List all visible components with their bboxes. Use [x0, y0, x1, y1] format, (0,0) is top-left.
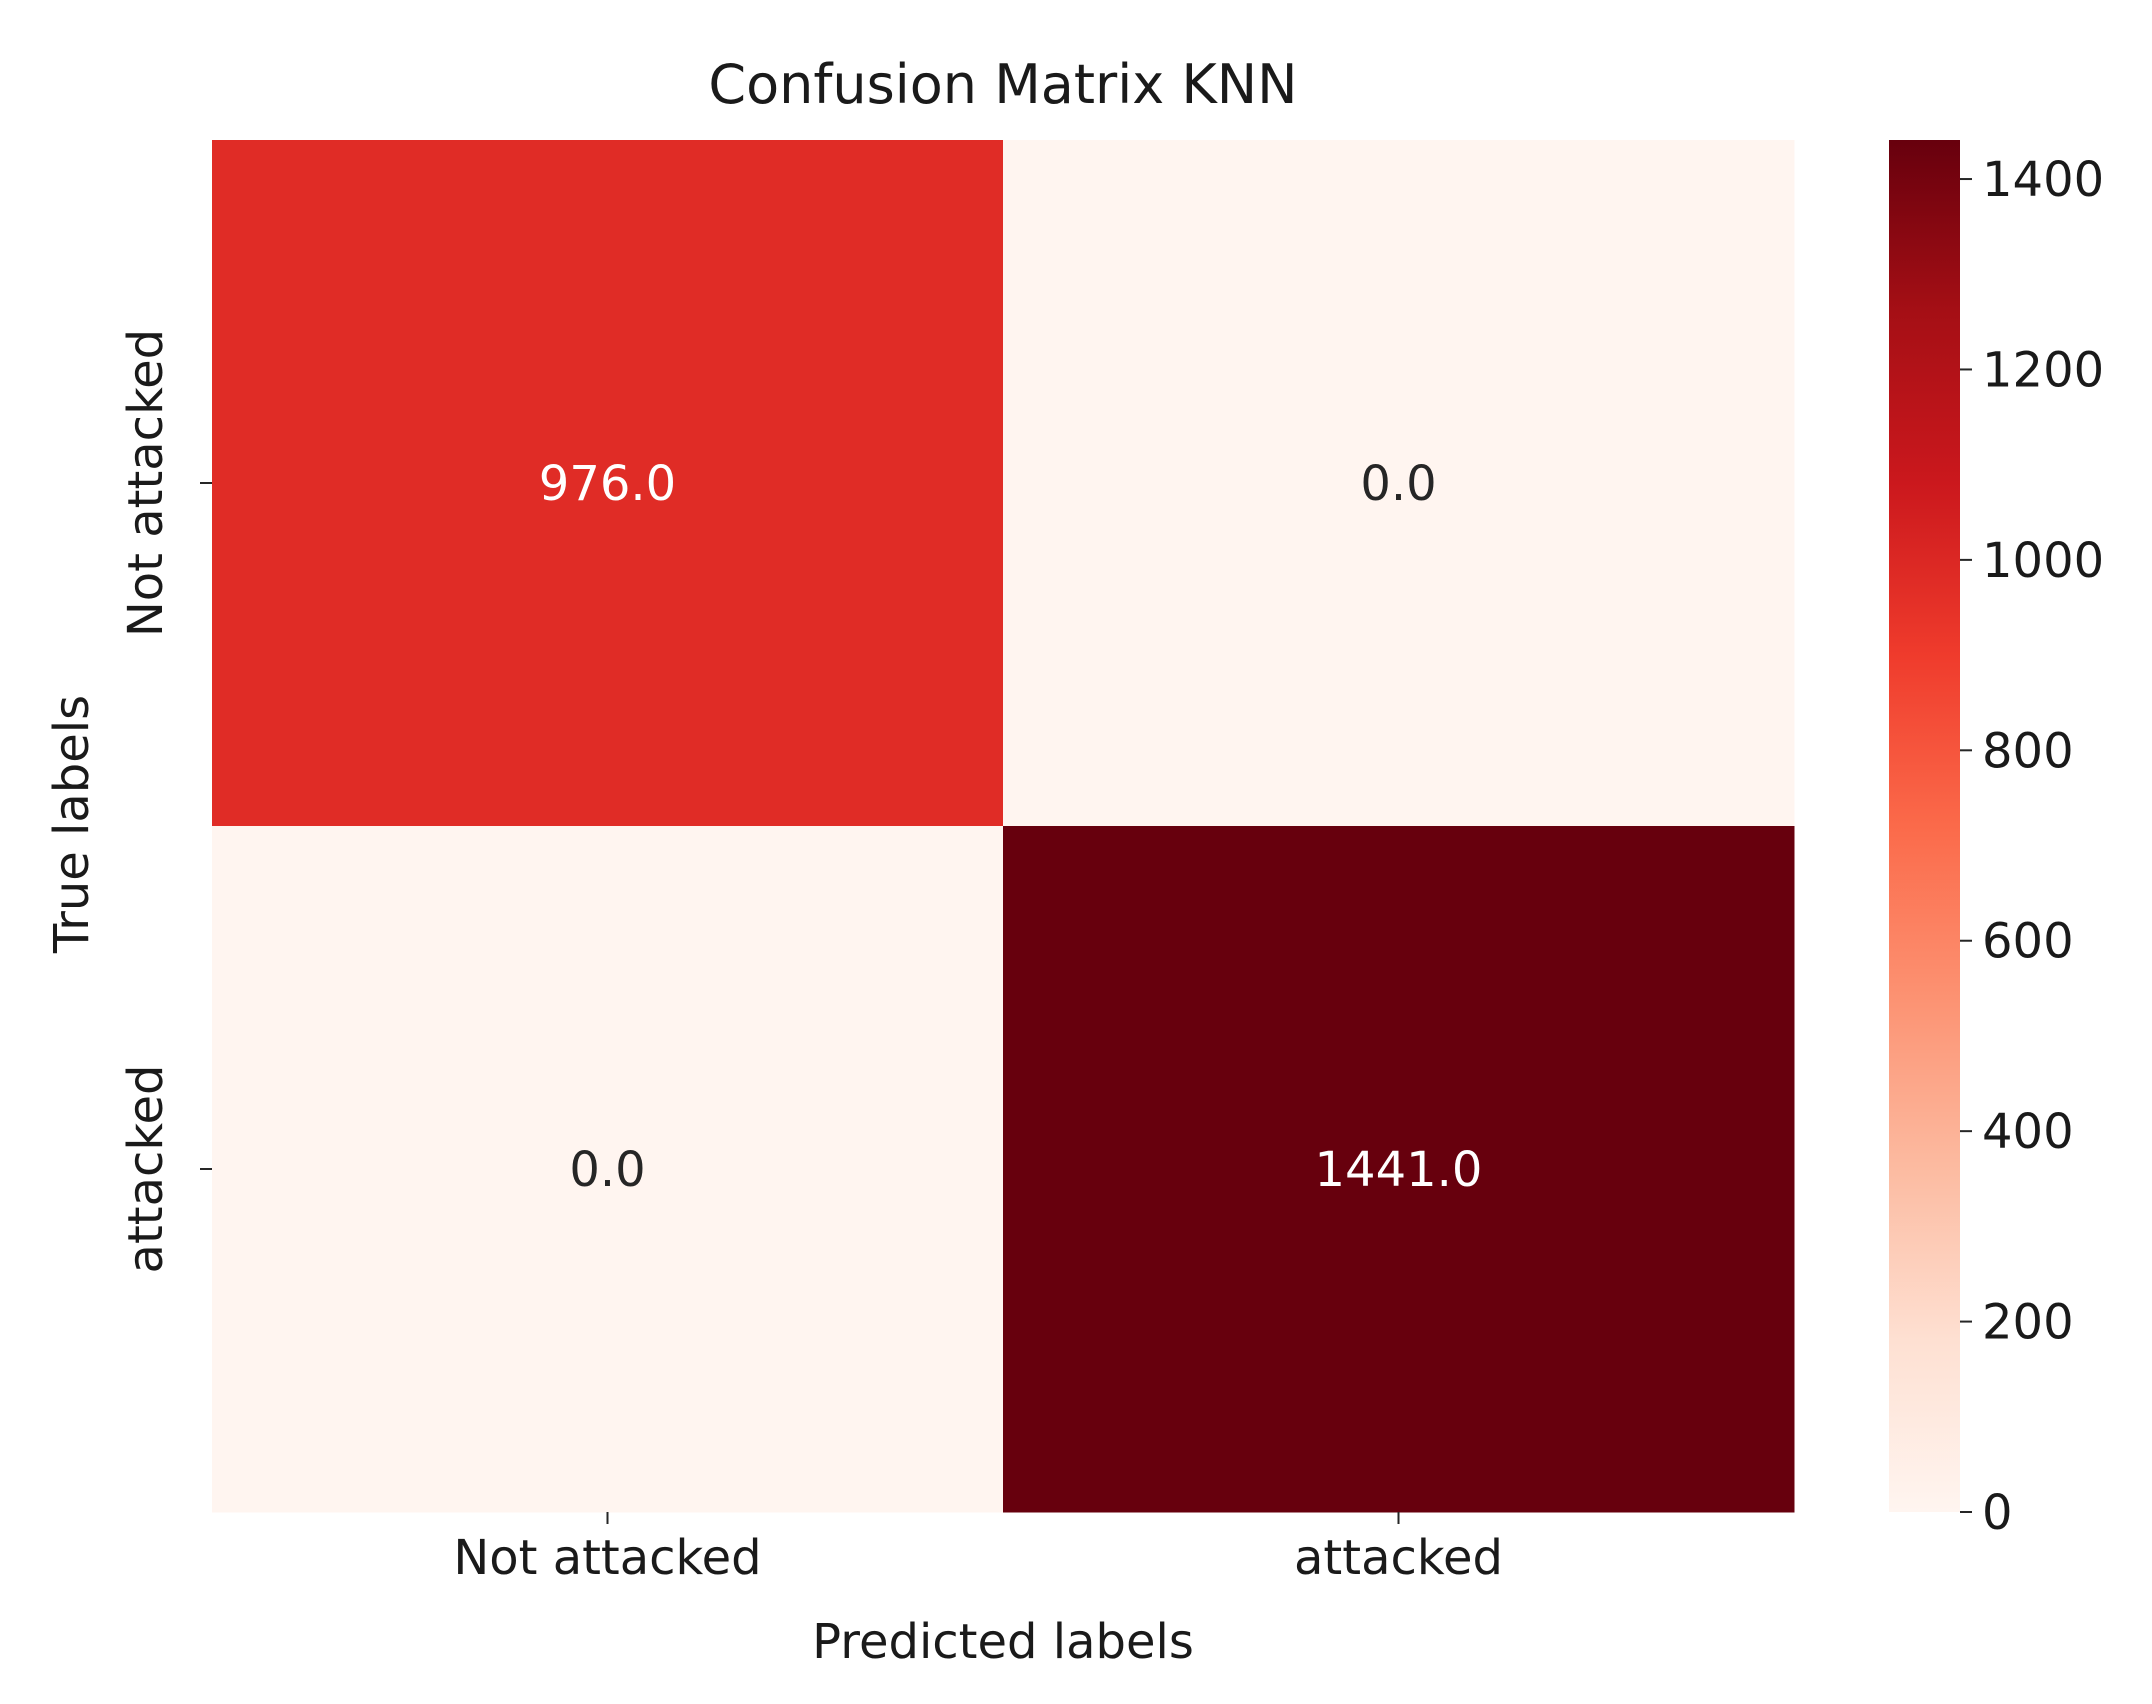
colorbar-tick-label: 200: [1982, 1295, 2074, 1351]
colorbar-tick-label: 600: [1982, 914, 2074, 970]
y-axis-label: True labels: [44, 695, 100, 954]
x-tick-label: attacked: [1294, 1530, 1503, 1586]
colorbar-tick-label: 0: [1982, 1485, 2013, 1541]
heatmap-cell: [1003, 826, 1795, 1513]
cell-value-label: 1441.0: [1315, 1142, 1483, 1198]
cell-value-label: 0.0: [1360, 456, 1436, 512]
y-axis: Not attacked attacked: [118, 329, 212, 1274]
heatmap-cell-labels: 976.0 0.0 0.0 1441.0: [539, 456, 1483, 1198]
colorbar: [1889, 140, 1960, 1512]
x-axis: Not attacked attacked: [453, 1512, 1503, 1586]
y-tick-label: Not attacked: [118, 329, 174, 637]
x-tick-label: Not attacked: [453, 1530, 761, 1586]
heatmap-cell: [1003, 140, 1795, 827]
colorbar-tick-label: 1400: [1982, 152, 2104, 208]
colorbar-tick-label: 400: [1982, 1104, 2074, 1160]
colorbar-tick-label: 1200: [1982, 342, 2104, 398]
cell-value-label: 976.0: [539, 456, 676, 512]
cell-value-label: 0.0: [569, 1142, 645, 1198]
heatmap-cells: [212, 140, 1795, 1513]
chart-title: Confusion Matrix KNN: [708, 53, 1297, 116]
heatmap-cell: [212, 140, 1004, 827]
y-tick-label: attacked: [118, 1065, 174, 1274]
heatmap-cell: [212, 826, 1004, 1513]
x-axis-label: Predicted labels: [812, 1614, 1194, 1670]
colorbar-tick-label: 800: [1982, 723, 2074, 779]
colorbar-axis: 0 200 400 600 800 1000 1200 1400: [1960, 152, 2104, 1541]
colorbar-tick-label: 1000: [1982, 533, 2104, 589]
